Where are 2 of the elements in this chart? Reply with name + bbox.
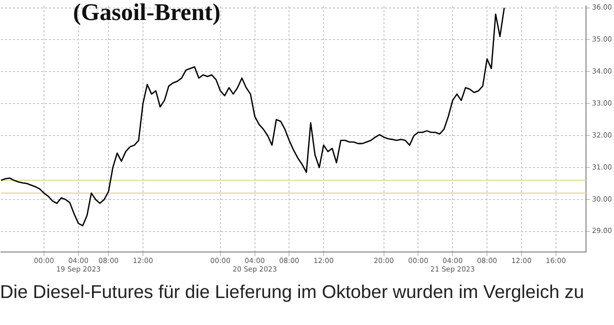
text: Die Diesel-Futures für die Lieferung im Oktober wurden im Vergleich zu: [0, 281, 586, 303]
chart-title: (Gasoil-Brent): [73, 0, 221, 26]
